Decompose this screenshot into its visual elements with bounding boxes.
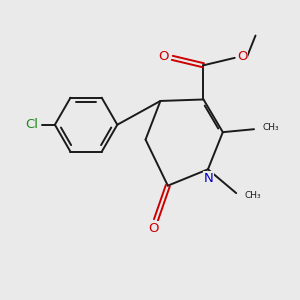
Text: Cl: Cl — [25, 118, 38, 131]
Text: CH₃: CH₃ — [263, 123, 280, 132]
Text: O: O — [148, 222, 159, 235]
Text: O: O — [237, 50, 247, 63]
Text: O: O — [159, 50, 169, 63]
Text: N: N — [204, 172, 213, 185]
Text: CH₃: CH₃ — [244, 191, 261, 200]
